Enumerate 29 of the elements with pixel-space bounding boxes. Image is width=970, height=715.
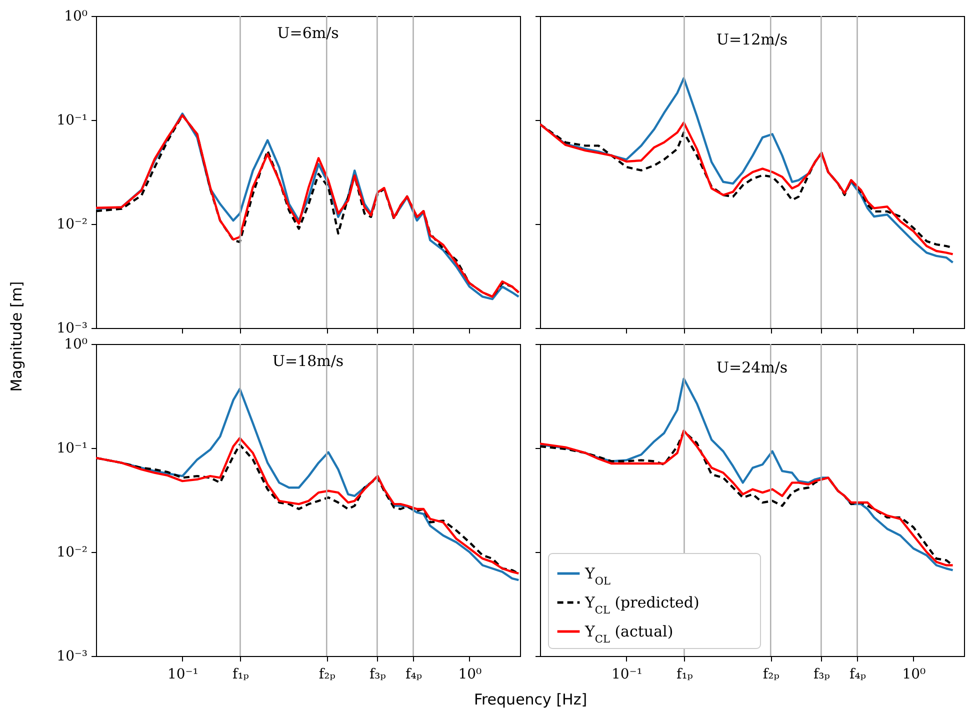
y-tick-label: 10⁰ (64, 8, 88, 24)
y-tick-label: 10⁻³ (56, 648, 88, 664)
text: U=12m/s (716, 30, 788, 48)
y-tick-label: 10⁻³ (56, 320, 88, 336)
y-tick-label: 10⁰ (64, 336, 88, 352)
y-tick-label: 10⁻² (56, 544, 88, 560)
legend-label: Y$_{OL}$ (584, 564, 611, 588)
text: U=18m/s (272, 352, 344, 370)
legend-label: Y$_{CL}$ (actual) (584, 622, 674, 646)
y-tick-label: 10⁻² (56, 216, 88, 232)
x-axis-title: Frequency [Hz] (474, 690, 588, 708)
x-tick-label: f₁ₚ (232, 666, 250, 682)
y-tick-label: 10⁻¹ (56, 440, 88, 456)
x-tick-label: 10⁻¹ (167, 666, 198, 682)
text: U=24m/s (716, 358, 788, 376)
text: U=6m/s (277, 24, 339, 42)
legend-label: Y$_{CL}$ (predicted) (584, 594, 700, 616)
y-tick-label: 10⁻¹ (56, 112, 88, 128)
x-tick-label: f₂ₚ (318, 666, 336, 682)
x-tick-label: f₃ₚ (369, 666, 386, 682)
x-tick-label: f₃ₚ (813, 666, 830, 682)
x-tick-label: 10⁻¹ (611, 666, 642, 682)
x-tick-label: 10⁰ (902, 666, 926, 682)
x-tick-label: f₂ₚ (762, 666, 780, 682)
x-tick-label: f₁ₚ (676, 666, 694, 682)
x-tick-label: 10⁰ (458, 666, 482, 682)
x-tick-label: f₄ₚ (406, 666, 422, 682)
x-tick-label: f₄ₚ (850, 666, 866, 682)
y-axis-title: Magnitude [m] (8, 281, 26, 392)
